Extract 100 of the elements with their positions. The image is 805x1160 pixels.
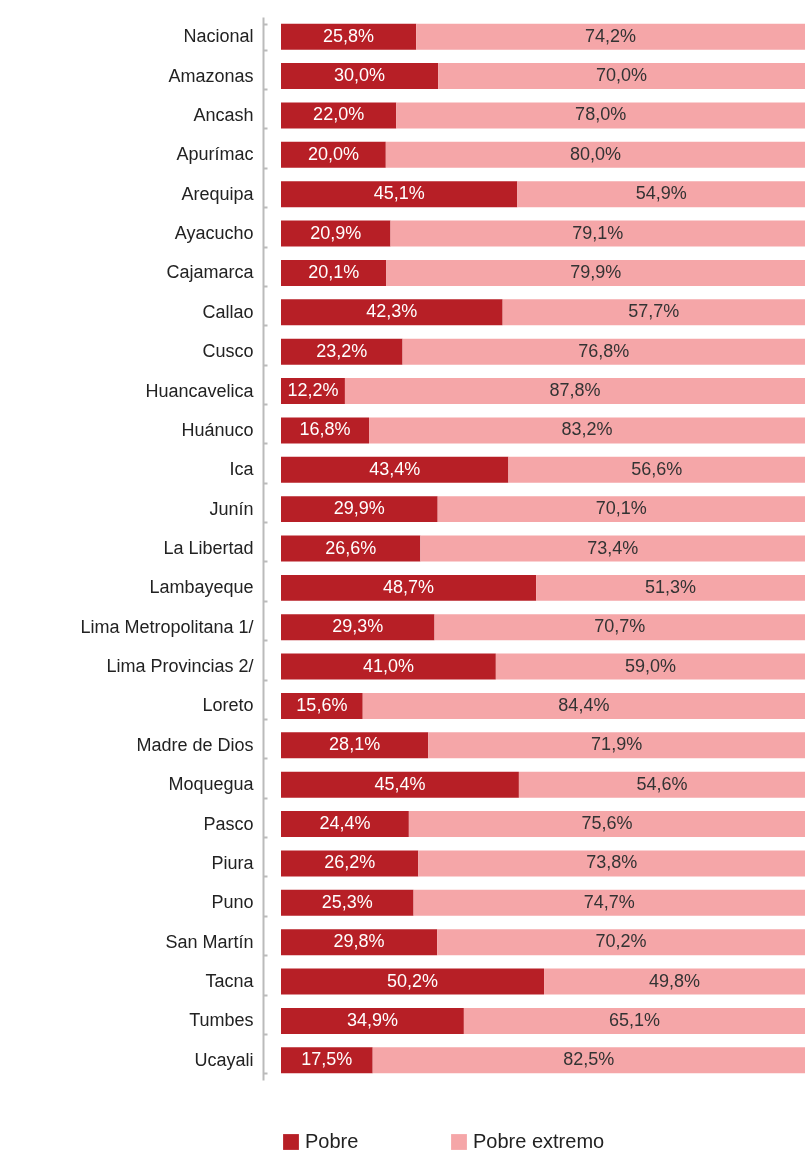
y-tick-label: Apurímac (176, 144, 254, 165)
bar (413, 889, 805, 916)
bar (281, 1007, 464, 1034)
bar (428, 732, 805, 759)
bar (420, 535, 805, 562)
data-label: 75,6% (581, 813, 633, 834)
data-label: 34,9% (346, 1009, 398, 1030)
bar (362, 692, 805, 719)
data-label: 70,2% (595, 931, 647, 952)
data-label: 84,4% (558, 694, 610, 715)
data-label: 29,8% (333, 931, 385, 952)
data-label: 29,3% (332, 616, 384, 637)
bar (369, 417, 805, 444)
bar (437, 929, 805, 956)
data-label: 76,8% (578, 340, 630, 361)
y-tick-label: Huancavelica (145, 380, 255, 401)
data-label: 65,1% (608, 1009, 660, 1030)
bar (281, 929, 438, 956)
data-label: 56,6% (631, 458, 683, 479)
y-tick-label: Puno (211, 892, 254, 913)
data-label: 48,7% (383, 576, 435, 597)
bar (495, 653, 805, 680)
data-label: 26,6% (325, 537, 377, 558)
bar (385, 141, 805, 168)
bar (502, 299, 805, 326)
data-label: 45,1% (373, 183, 425, 204)
data-label: 70,7% (594, 616, 646, 637)
data-label: 49,8% (649, 970, 701, 991)
data-label: 43,4% (369, 458, 421, 479)
data-label: 73,4% (587, 537, 639, 558)
bar (416, 23, 805, 50)
bar (402, 338, 805, 365)
legend-label: Pobre (305, 1130, 359, 1152)
data-label: 12,2% (287, 380, 339, 401)
data-label: 78,0% (575, 104, 627, 125)
data-label: 79,9% (570, 261, 622, 282)
y-tick-label: Lambayeque (149, 577, 254, 598)
data-label: 74,7% (583, 891, 635, 912)
y-tick-label: Huánuco (181, 419, 254, 440)
data-label: 73,8% (586, 852, 638, 873)
data-label: 70,0% (596, 65, 648, 86)
y-tick-label: San Martín (165, 931, 254, 952)
bar (281, 338, 403, 365)
bar (408, 811, 805, 838)
y-tick-label: Junín (209, 498, 254, 519)
data-label: 50,2% (387, 970, 439, 991)
data-label: 54,6% (636, 773, 688, 794)
bar (434, 614, 805, 641)
bar (396, 102, 805, 129)
data-label: 87,8% (549, 380, 601, 401)
data-label: 51,3% (645, 576, 697, 597)
data-label: 22,0% (313, 104, 365, 125)
y-tick-label: Cusco (202, 341, 254, 362)
y-tick-label: La Libertad (163, 538, 254, 558)
data-label: 20,1% (308, 261, 360, 282)
data-label: 41,0% (362, 655, 414, 676)
data-label: 30,0% (334, 65, 386, 86)
data-label: 45,4% (374, 773, 426, 794)
data-label: 23,2% (316, 340, 368, 361)
bar (281, 614, 435, 641)
bar (281, 181, 518, 208)
data-label: 54,9% (635, 183, 687, 204)
y-tick-label: Arequipa (181, 183, 255, 204)
bar (463, 1007, 805, 1034)
data-label: 70,1% (595, 498, 647, 519)
bar (518, 771, 805, 798)
data-label: 20,9% (310, 222, 362, 243)
bar (281, 889, 414, 916)
data-label: 80,0% (569, 143, 621, 164)
data-label: 59,0% (624, 655, 676, 676)
data-label: 42,3% (366, 301, 418, 322)
data-label: 25,3% (321, 891, 373, 912)
y-tick-label: Pasco (203, 813, 254, 834)
bar (390, 220, 805, 247)
y-tick-label: Piura (211, 852, 255, 873)
bar (281, 653, 496, 680)
y-tick-label: Callao (202, 301, 254, 322)
data-label: 24,4% (319, 813, 371, 834)
data-label: 15,6% (296, 694, 348, 715)
data-label: 26,2% (324, 852, 376, 873)
data-label: 28,1% (329, 734, 381, 755)
data-label: 29,9% (333, 498, 385, 519)
y-tick-label: Ayacucho (174, 223, 254, 244)
y-tick-label: Lima Provincias 2/ (106, 656, 254, 677)
bar (372, 1047, 805, 1074)
bar (508, 456, 805, 483)
bar (281, 496, 438, 523)
bar (281, 968, 545, 995)
bar (438, 63, 805, 90)
y-tick-label: Ica (229, 459, 255, 480)
data-label: 57,7% (628, 301, 680, 322)
bar (281, 771, 519, 798)
legend-label: Pobre extremo (473, 1130, 605, 1152)
y-tick-label: Nacional (183, 26, 254, 47)
bar (281, 299, 503, 326)
y-tick-label: Ucayali (194, 1049, 254, 1070)
data-label: 82,5% (563, 1049, 615, 1070)
data-label: 74,2% (585, 25, 637, 46)
bar (281, 811, 409, 838)
y-tick-label: Tumbes (189, 1010, 254, 1031)
